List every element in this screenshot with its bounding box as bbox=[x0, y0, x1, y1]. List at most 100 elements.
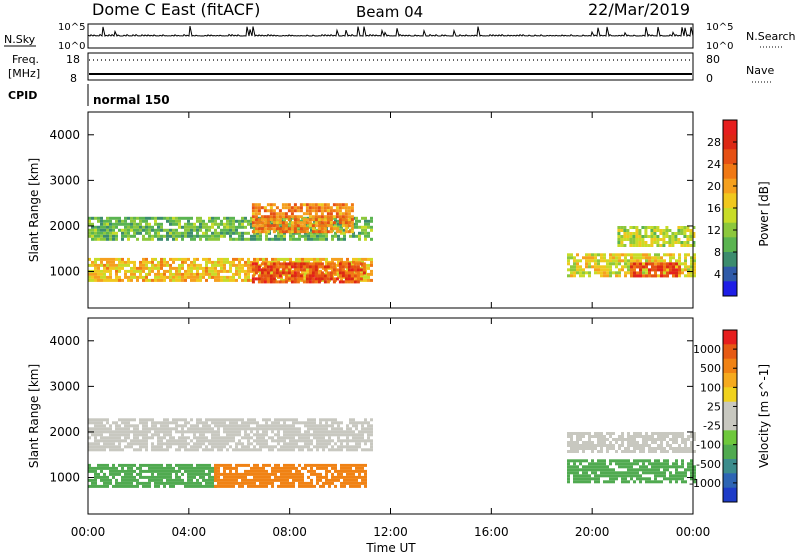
heatmap-cell bbox=[256, 469, 259, 473]
heatmap-cell bbox=[184, 463, 187, 467]
heatmap-cell bbox=[307, 439, 310, 443]
heatmap-cell bbox=[214, 231, 217, 235]
heatmap-cell bbox=[334, 466, 337, 470]
heatmap-cell bbox=[223, 436, 226, 440]
heatmap-cell bbox=[301, 439, 304, 443]
heatmap-cell bbox=[585, 271, 588, 275]
heatmap-cell bbox=[94, 272, 97, 276]
heatmap-cell bbox=[271, 481, 274, 485]
heatmap-cell bbox=[278, 271, 282, 275]
heatmap-cell bbox=[211, 237, 214, 241]
heatmap-cell bbox=[151, 478, 154, 482]
heatmap-cell bbox=[320, 230, 324, 234]
colorbar-segment bbox=[723, 416, 737, 431]
heatmap-cell bbox=[325, 257, 328, 261]
heatmap-cell bbox=[112, 421, 115, 425]
heatmap-cell bbox=[293, 224, 297, 228]
heatmap-cell bbox=[238, 222, 241, 226]
heatmap-cell bbox=[340, 222, 343, 226]
heatmap-cell bbox=[244, 475, 247, 479]
heatmap-cell bbox=[570, 447, 573, 450]
heatmap-cell bbox=[97, 257, 100, 261]
heatmap-cell bbox=[325, 466, 328, 470]
heatmap-cell bbox=[235, 278, 238, 282]
heatmap-cell bbox=[666, 271, 669, 275]
heatmap-cell bbox=[172, 427, 175, 431]
heatmap-cell bbox=[145, 216, 148, 220]
heatmap-cell bbox=[370, 448, 373, 452]
heatmap-cell bbox=[193, 481, 196, 485]
heatmap-cell bbox=[211, 272, 214, 276]
heatmap-cell bbox=[190, 466, 193, 470]
heatmap-cell bbox=[241, 463, 244, 467]
heatmap-cell bbox=[100, 275, 103, 279]
heatmap-cell bbox=[292, 234, 295, 238]
heatmap-cell bbox=[307, 445, 310, 449]
heatmap-cell bbox=[266, 280, 270, 284]
heatmap-cell bbox=[293, 206, 297, 210]
heatmap-cell bbox=[97, 427, 100, 431]
heatmap-cell bbox=[370, 263, 373, 267]
heatmap-cell bbox=[184, 278, 187, 282]
heatmap-cell bbox=[184, 421, 187, 425]
heatmap-cell bbox=[281, 224, 285, 228]
heatmap-cell bbox=[326, 209, 330, 213]
heatmap-cell bbox=[94, 478, 97, 482]
heatmap-cell bbox=[296, 265, 300, 269]
heatmap-cell bbox=[247, 484, 250, 488]
heatmap-cell bbox=[254, 215, 258, 219]
colorbar-segment bbox=[723, 459, 737, 474]
heatmap-cell bbox=[145, 266, 148, 270]
heatmap-cell bbox=[292, 445, 295, 449]
heatmap-cell bbox=[217, 260, 220, 264]
heatmap-cell bbox=[681, 474, 684, 478]
heatmap-cell bbox=[326, 212, 330, 216]
heatmap-cell bbox=[630, 265, 633, 269]
heatmap-cell bbox=[356, 265, 360, 269]
heatmap-cell bbox=[217, 433, 220, 437]
heatmap-cell bbox=[112, 222, 115, 226]
heatmap-cell bbox=[133, 448, 136, 452]
heatmap-cell bbox=[220, 463, 223, 467]
heatmap-cell bbox=[160, 260, 163, 264]
heatmap-cell bbox=[570, 459, 573, 463]
heatmap-cell bbox=[588, 462, 591, 466]
heatmap-cell bbox=[338, 218, 342, 222]
heatmap-cell bbox=[94, 421, 97, 425]
heatmap-cell bbox=[130, 466, 133, 470]
heatmap-cell bbox=[334, 216, 337, 220]
heatmap-cell bbox=[157, 475, 160, 479]
heatmap-cell bbox=[280, 475, 283, 479]
heatmap-cell bbox=[570, 438, 573, 441]
heatmap-cell bbox=[127, 421, 130, 425]
heatmap-cell bbox=[127, 445, 130, 449]
heatmap-cell bbox=[157, 445, 160, 449]
heatmap-cell bbox=[325, 260, 328, 264]
heatmap-cell bbox=[184, 445, 187, 449]
heatmap-cell bbox=[196, 266, 199, 270]
heatmap-cell bbox=[672, 438, 675, 441]
heatmap-cell bbox=[208, 228, 211, 232]
heatmap-cell bbox=[193, 260, 196, 264]
heatmap-cell bbox=[265, 427, 268, 431]
heatmap-cell bbox=[301, 433, 304, 437]
heatmap-cell bbox=[118, 266, 121, 270]
heatmap-cell bbox=[241, 263, 244, 267]
heatmap-cell bbox=[286, 427, 289, 431]
heatmap-cell bbox=[220, 478, 223, 482]
heatmap-cell bbox=[263, 215, 267, 219]
heatmap-cell bbox=[199, 484, 202, 488]
heatmap-cell bbox=[259, 466, 262, 470]
heatmap-cell bbox=[202, 421, 205, 425]
heatmap-cell bbox=[672, 474, 675, 478]
heatmap-cell bbox=[335, 209, 339, 213]
heatmap-cell bbox=[307, 222, 310, 226]
heatmap-cell bbox=[335, 277, 339, 281]
heatmap-cell bbox=[367, 234, 370, 238]
heatmap-cell bbox=[193, 272, 196, 276]
heatmap-cell bbox=[190, 266, 193, 270]
heatmap-cell bbox=[115, 445, 118, 449]
heatmap-cell bbox=[621, 480, 624, 484]
heatmap-cell bbox=[115, 466, 118, 470]
heatmap-cell bbox=[268, 448, 271, 452]
